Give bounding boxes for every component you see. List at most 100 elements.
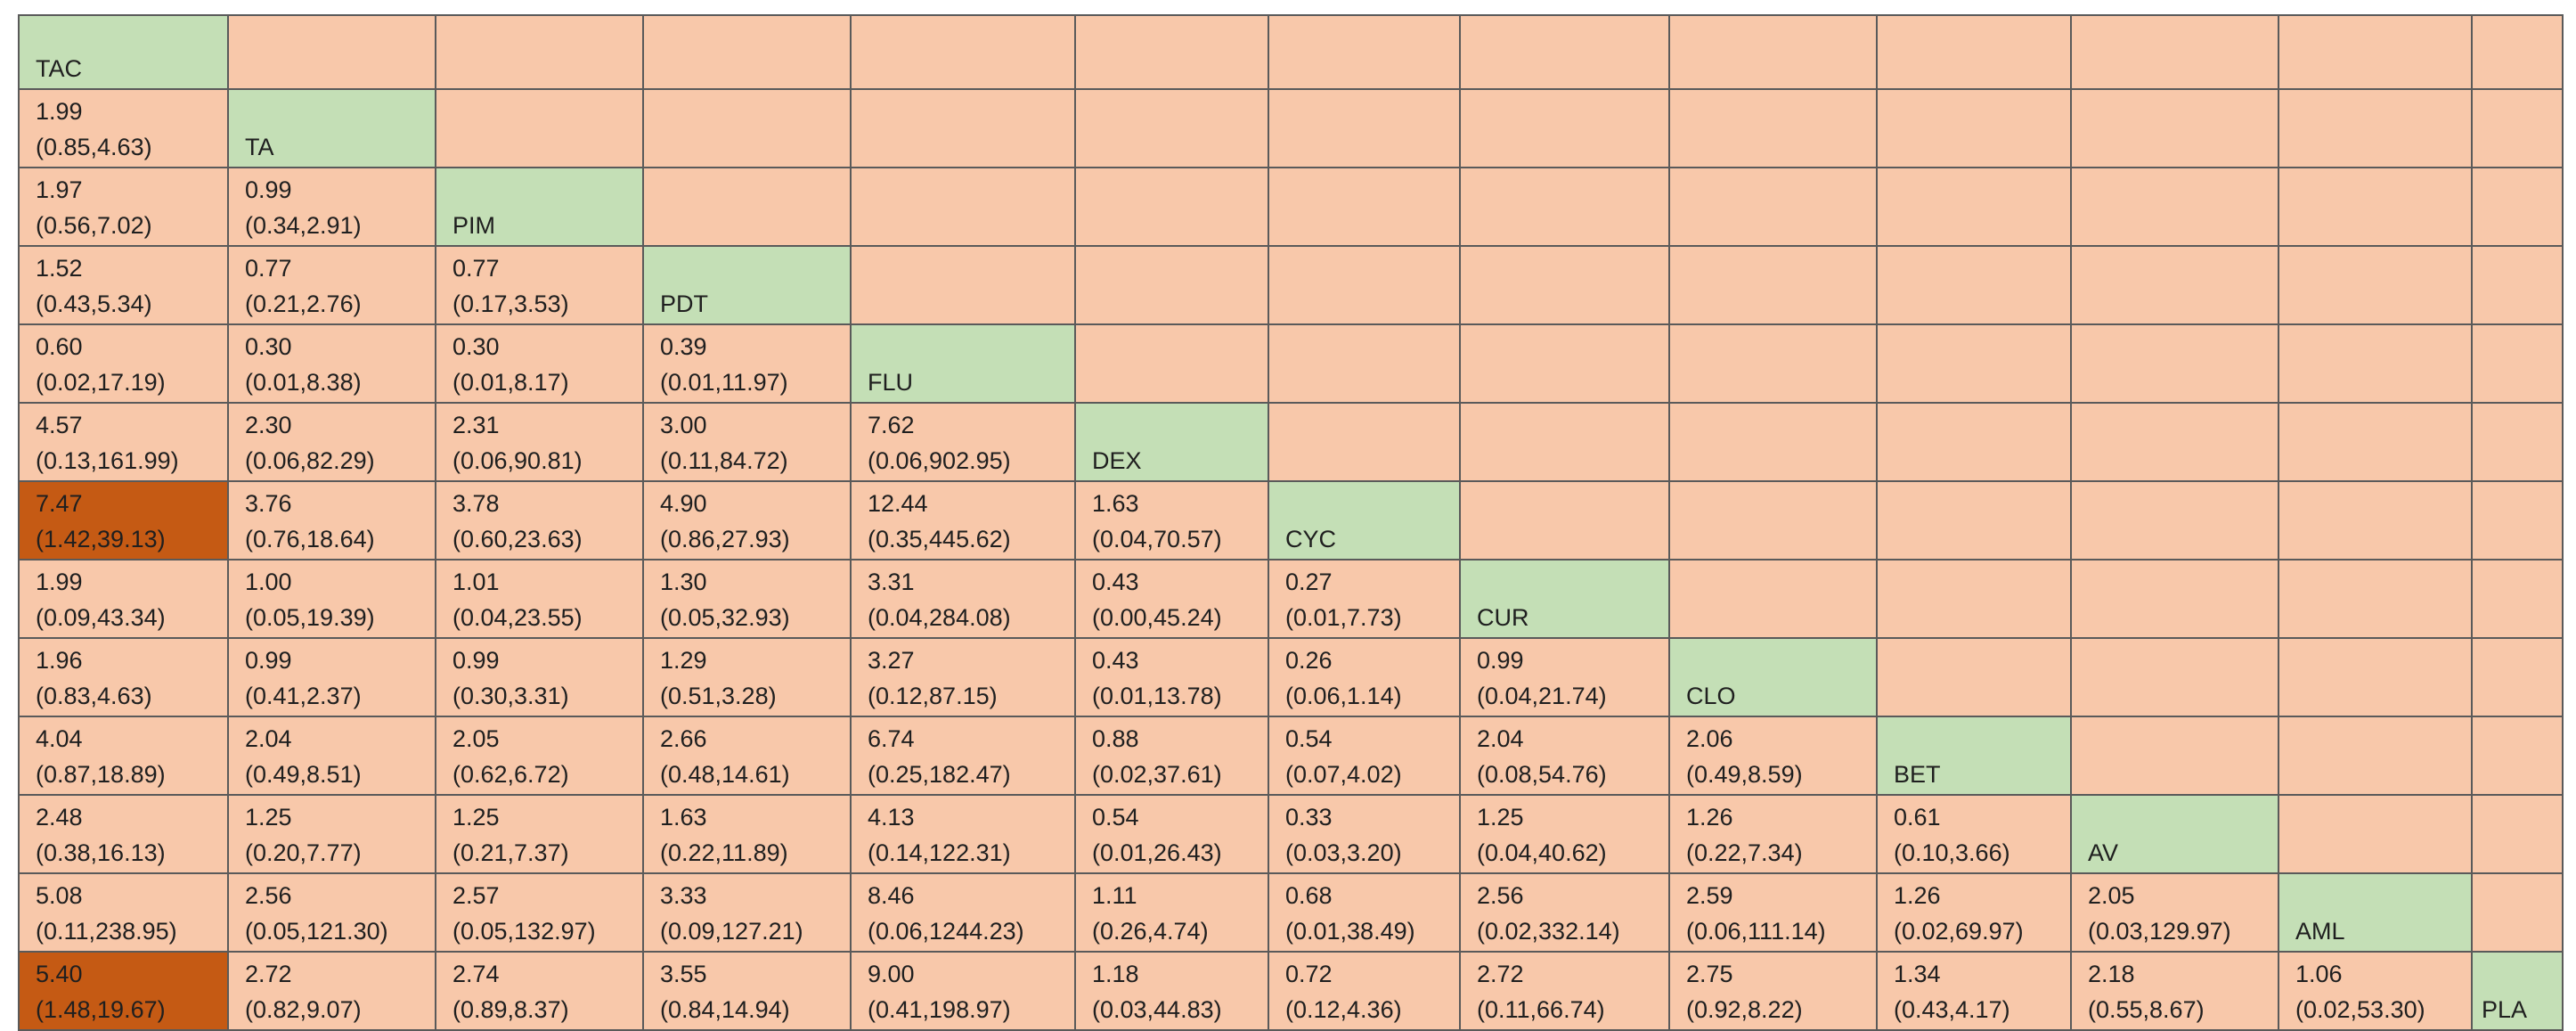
comparison-cell: 2.59 (0.06,111.14) <box>1668 872 1878 953</box>
confidence-interval: (0.41,198.97) <box>868 996 1011 1023</box>
comparison-cell: 0.43 (0.01,13.78) <box>1074 637 1269 717</box>
effect-estimate: 0.54 <box>1092 804 1139 831</box>
confidence-interval: (0.07,4.02) <box>1285 761 1402 788</box>
effect-estimate: 9.00 <box>868 961 915 987</box>
effect-estimate: 0.43 <box>1092 569 1139 595</box>
confidence-interval: (0.49,8.51) <box>245 761 362 788</box>
comparison-cell: 0.77 (0.21,2.76) <box>227 245 436 325</box>
effect-estimate: 1.99 <box>36 569 83 595</box>
effect-estimate: 0.77 <box>452 255 500 282</box>
effect-estimate: 1.25 <box>245 804 292 831</box>
effect-estimate: 0.30 <box>452 333 500 360</box>
empty-cell <box>2278 480 2473 561</box>
effect-estimate: 1.00 <box>245 569 292 595</box>
empty-cell <box>1459 245 1670 325</box>
confidence-interval: (0.03,3.20) <box>1285 839 1402 866</box>
comparison-cell: 0.43 (0.00,45.24) <box>1074 559 1269 639</box>
empty-cell <box>2070 245 2279 325</box>
comparison-cell: 0.54 (0.01,26.43) <box>1074 794 1269 874</box>
league-table: TAC 1.99 (0.85,4.63) TA 1.97 (0.56,7.02) 0.99 (… <box>18 14 2564 1031</box>
comparison-cell: 2.56 (0.05,121.30) <box>227 872 436 953</box>
confidence-interval: (0.55,8.67) <box>2088 996 2205 1023</box>
comparison-cell: 1.99 (0.09,43.34) <box>18 559 229 639</box>
empty-cell <box>1074 167 1269 247</box>
confidence-interval: (0.21,7.37) <box>452 839 569 866</box>
empty-cell <box>2471 559 2564 639</box>
empty-cell <box>1074 14 1269 90</box>
confidence-interval: (0.05,132.97) <box>452 918 596 945</box>
empty-cell <box>1074 245 1269 325</box>
empty-cell <box>1876 402 2072 482</box>
confidence-interval: (0.35,445.62) <box>868 526 1011 552</box>
comparison-cell: 1.26 (0.22,7.34) <box>1668 794 1878 874</box>
effect-estimate: 1.25 <box>1477 804 1524 831</box>
confidence-interval: (0.26,4.74) <box>1092 918 1209 945</box>
empty-cell <box>1268 167 1461 247</box>
confidence-interval: (0.01,38.49) <box>1285 918 1415 945</box>
treatment-label: TAC <box>18 14 229 90</box>
comparison-cell: 2.66 (0.48,14.61) <box>642 716 852 796</box>
empty-cell <box>227 14 436 90</box>
confidence-interval: (0.92,8.22) <box>1686 996 1803 1023</box>
empty-cell <box>642 167 852 247</box>
empty-cell <box>435 88 644 168</box>
empty-cell <box>2070 559 2279 639</box>
empty-cell <box>2070 167 2279 247</box>
confidence-interval: (0.02,69.97) <box>1894 918 2024 945</box>
comparison-cell: 0.54 (0.07,4.02) <box>1268 716 1461 796</box>
effect-estimate: 0.99 <box>1477 647 1524 674</box>
empty-cell <box>1668 245 1878 325</box>
comparison-cell: 2.04 (0.08,54.76) <box>1459 716 1670 796</box>
effect-estimate: 8.46 <box>868 882 915 909</box>
confidence-interval: (0.13,161.99) <box>36 447 179 474</box>
comparison-cell: 1.11 (0.26,4.74) <box>1074 872 1269 953</box>
empty-cell <box>2278 559 2473 639</box>
confidence-interval: (0.01,8.17) <box>452 369 569 396</box>
empty-cell <box>1459 167 1670 247</box>
confidence-interval: (0.84,14.94) <box>660 996 790 1023</box>
comparison-cell: 5.40 (1.48,19.67) <box>18 951 229 1031</box>
empty-cell <box>2278 245 2473 325</box>
comparison-cell: 0.99 (0.41,2.37) <box>227 637 436 717</box>
effect-estimate: 2.04 <box>245 725 292 752</box>
comparison-cell: 1.00 (0.05,19.39) <box>227 559 436 639</box>
confidence-interval: (0.05,32.93) <box>660 604 790 631</box>
comparison-cell: 3.00 (0.11,84.72) <box>642 402 852 482</box>
empty-cell <box>1876 637 2072 717</box>
confidence-interval: (0.22,7.34) <box>1686 839 1803 866</box>
comparison-cell: 3.33 (0.09,127.21) <box>642 872 852 953</box>
effect-estimate: 1.63 <box>1092 490 1139 517</box>
table-row: 1.97 (0.56,7.02) 0.99 (0.34,2.91) PIM <box>18 167 2564 247</box>
comparison-cell: 3.31 (0.04,284.08) <box>850 559 1076 639</box>
empty-cell <box>850 245 1076 325</box>
comparison-cell: 3.76 (0.76,18.64) <box>227 480 436 561</box>
empty-cell <box>2070 480 2279 561</box>
confidence-interval: (0.02,53.30) <box>2295 996 2425 1023</box>
comparison-cell: 2.18 (0.55,8.67) <box>2070 951 2279 1031</box>
empty-cell <box>2070 88 2279 168</box>
confidence-interval: (0.11,84.72) <box>660 447 788 474</box>
empty-cell <box>642 88 852 168</box>
confidence-interval: (0.41,2.37) <box>245 683 362 709</box>
empty-cell <box>1268 14 1461 90</box>
comparison-cell: 1.25 (0.20,7.77) <box>227 794 436 874</box>
comparison-cell: 4.04 (0.87,18.89) <box>18 716 229 796</box>
confidence-interval: (0.17,3.53) <box>452 290 569 317</box>
empty-cell <box>2070 402 2279 482</box>
comparison-cell: 2.56 (0.02,332.14) <box>1459 872 1670 953</box>
confidence-interval: (0.05,121.30) <box>245 918 388 945</box>
treatment-label: PIM <box>435 167 644 247</box>
effect-estimate: 1.63 <box>660 804 707 831</box>
effect-estimate: 0.54 <box>1285 725 1333 752</box>
effect-estimate: 2.56 <box>1477 882 1524 909</box>
confidence-interval: (0.01,26.43) <box>1092 839 1222 866</box>
comparison-cell: 1.99 (0.85,4.63) <box>18 88 229 168</box>
comparison-cell: 0.39 (0.01,11.97) <box>642 323 852 404</box>
confidence-interval: (0.06,82.29) <box>245 447 375 474</box>
empty-cell <box>2471 88 2564 168</box>
confidence-interval: (0.09,43.34) <box>36 604 166 631</box>
empty-cell <box>2471 14 2564 90</box>
empty-cell <box>2471 323 2564 404</box>
table-row: 5.40 (1.48,19.67) 2.72 (0.82,9.07) 2.74 (0.89… <box>18 951 2564 1031</box>
confidence-interval: (0.01,13.78) <box>1092 683 1222 709</box>
